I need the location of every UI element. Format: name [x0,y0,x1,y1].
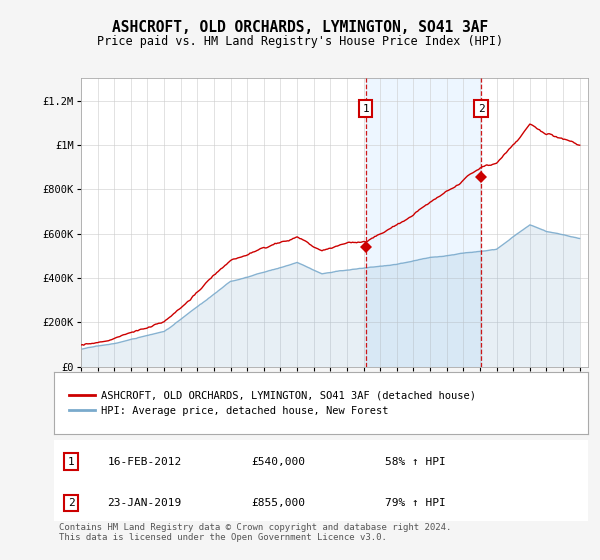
Text: 79% ↑ HPI: 79% ↑ HPI [385,498,446,508]
Text: £855,000: £855,000 [251,498,305,508]
Text: 23-JAN-2019: 23-JAN-2019 [107,498,182,508]
Text: £540,000: £540,000 [251,456,305,466]
Text: 2: 2 [478,104,484,114]
Text: 16-FEB-2012: 16-FEB-2012 [107,456,182,466]
Text: ASHCROFT, OLD ORCHARDS, LYMINGTON, SO41 3AF: ASHCROFT, OLD ORCHARDS, LYMINGTON, SO41 … [112,20,488,35]
Text: 1: 1 [68,456,74,466]
Text: Contains HM Land Registry data © Crown copyright and database right 2024.
This d: Contains HM Land Registry data © Crown c… [59,522,452,542]
Text: 1: 1 [362,104,369,114]
Text: 58% ↑ HPI: 58% ↑ HPI [385,456,446,466]
Text: 2: 2 [68,498,74,508]
Bar [365,78,481,367]
Text: Price paid vs. HM Land Registry's House Price Index (HPI): Price paid vs. HM Land Registry's House … [97,35,503,48]
Legend: ASHCROFT, OLD ORCHARDS, LYMINGTON, SO41 3AF (detached house), HPI: Average price: ASHCROFT, OLD ORCHARDS, LYMINGTON, SO41 … [65,386,480,420]
